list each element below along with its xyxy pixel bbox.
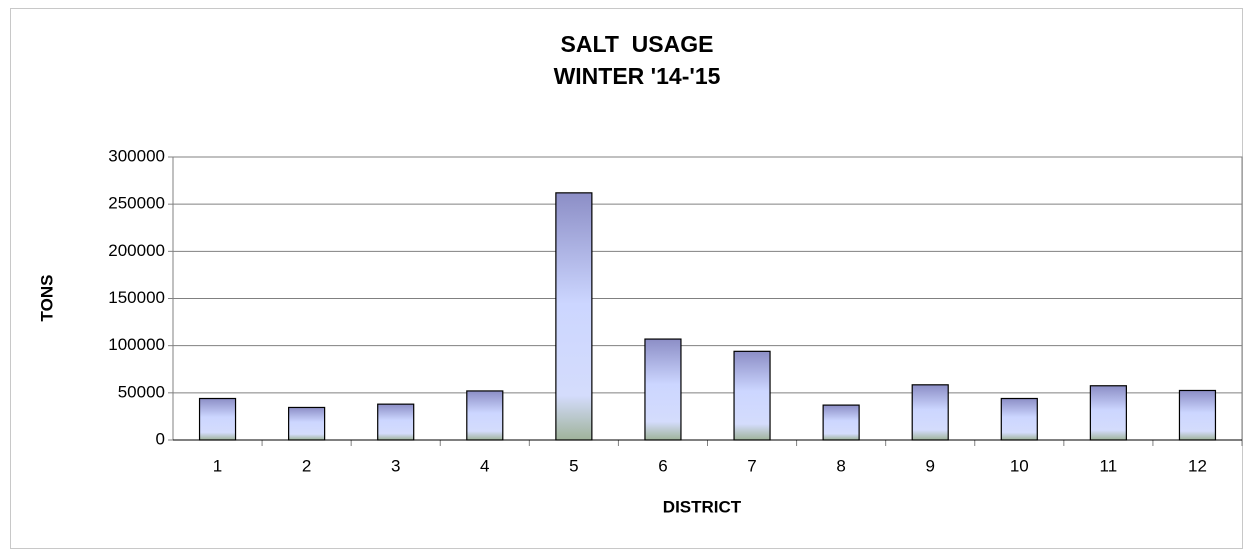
y-axis-title: TONS	[37, 275, 56, 322]
bar	[1089, 385, 1127, 441]
bar	[733, 350, 771, 441]
y-tick-label: 0	[156, 429, 165, 448]
bar	[466, 390, 504, 441]
x-tick-label: 1	[213, 456, 222, 475]
bar	[1000, 397, 1038, 441]
x-tick-label: 2	[302, 456, 311, 475]
bar	[822, 404, 860, 441]
x-tick-label: 12	[1188, 456, 1207, 475]
y-tick-label: 50000	[118, 382, 165, 401]
bar	[1178, 389, 1217, 441]
x-tick-label: 8	[836, 456, 845, 475]
x-tick-label: 6	[658, 456, 667, 475]
chart-title: SALT USAGE	[561, 31, 714, 57]
x-tick-label: 5	[569, 456, 578, 475]
x-tick-label: 11	[1100, 456, 1118, 475]
x-tick-label: 10	[1010, 456, 1029, 475]
x-tick-label: 7	[747, 456, 756, 475]
x-tick-label: 4	[480, 456, 489, 475]
bar	[198, 397, 237, 441]
y-tick-label: 100000	[108, 335, 165, 354]
x-axis-title: DISTRICT	[663, 497, 742, 516]
y-tick-label: 250000	[108, 194, 165, 213]
y-tick-label: 200000	[108, 241, 165, 260]
y-tick-label: 300000	[108, 146, 165, 165]
x-tick-label: 9	[925, 456, 934, 475]
chart-subtitle: WINTER '14-'15	[554, 63, 721, 89]
x-tick-label: 3	[391, 456, 400, 475]
bar	[377, 403, 415, 441]
bar	[911, 384, 949, 441]
bar	[555, 192, 593, 441]
bar	[644, 338, 682, 441]
y-tick-label: 150000	[108, 288, 165, 307]
bar	[288, 406, 326, 441]
